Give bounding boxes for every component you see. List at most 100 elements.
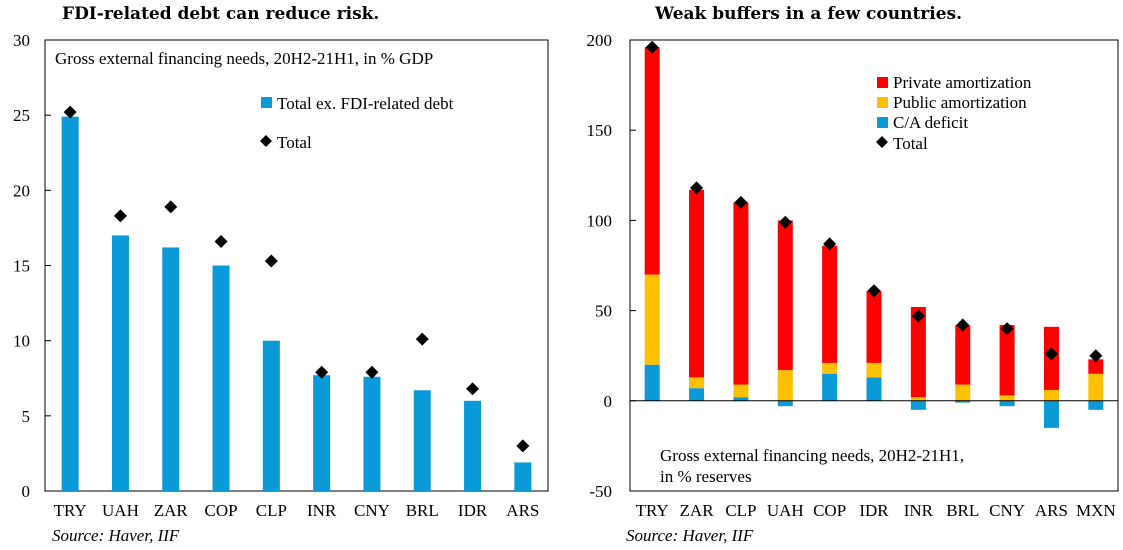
right-y-tick-label: 0 — [604, 392, 613, 411]
left-y-tick-label: 10 — [13, 332, 30, 351]
right-bar-segment — [644, 47, 660, 275]
left-bar — [464, 400, 482, 491]
right-total-marker — [1089, 349, 1103, 363]
right-total-marker — [956, 318, 970, 332]
left-y-tick-label: 0 — [22, 482, 31, 501]
left-legend-swatch — [261, 97, 272, 108]
right-bar-segment — [1043, 389, 1059, 401]
right-bar-segment — [999, 400, 1015, 407]
left-total-marker — [516, 439, 530, 453]
right-total-marker — [823, 237, 837, 251]
left-total-marker — [415, 332, 429, 346]
left-x-tick-label: ZAR — [154, 501, 189, 520]
left-bar — [363, 376, 381, 491]
right-legend-label: Total — [893, 134, 928, 153]
right-bar-segment — [910, 397, 926, 401]
left-y-tick-label: 30 — [13, 31, 30, 50]
left-bar — [514, 462, 532, 491]
left-total-marker — [466, 382, 480, 396]
right-bar-segment — [644, 274, 660, 365]
left-x-tick-label: UAH — [102, 501, 139, 520]
right-bar-segment — [866, 362, 882, 378]
right-bar-segment — [1088, 359, 1104, 374]
right-legend-swatch — [877, 117, 888, 128]
left-bar — [162, 247, 180, 491]
right-legend-label: Private amortization — [893, 73, 1032, 92]
right-chart-annotation-line2: in % reserves — [660, 467, 752, 486]
right-bar-segment — [689, 189, 705, 378]
left-legend-label: Total ex. FDI-related debt — [277, 94, 454, 113]
left-total-marker — [63, 105, 77, 119]
left-bar — [61, 116, 79, 492]
right-bar-segment — [910, 400, 926, 410]
right-chart-source: Source: Haver, IIF — [626, 526, 754, 545]
left-bar — [212, 265, 230, 491]
left-bar — [313, 375, 331, 491]
right-y-tick-label: 100 — [587, 211, 613, 230]
left-x-tick-label: CNY — [354, 501, 390, 520]
left-x-tick-label: TRY — [54, 501, 87, 520]
right-bar-segment — [733, 397, 749, 401]
left-x-tick-label: IDR — [458, 501, 488, 520]
left-x-tick-label: INR — [307, 501, 337, 520]
right-x-tick-label: MXN — [1076, 501, 1116, 520]
right-bar-segment — [999, 325, 1015, 396]
right-total-marker — [734, 195, 748, 209]
right-chart-title: Weak buffers in a few countries. — [654, 4, 962, 24]
right-bar-segment — [999, 395, 1015, 401]
left-legend-marker — [260, 135, 272, 147]
right-bar-segment — [866, 290, 882, 363]
right-total-marker — [1000, 322, 1014, 336]
right-total-marker — [690, 181, 704, 195]
left-chart-plot: 0 5 10 15 20 25 30 TRY UAH ZAR COP CLP INR CNY BRL IDR A… — [13, 31, 549, 520]
right-total-marker — [911, 309, 925, 323]
right-x-tick-label: IDR — [859, 501, 889, 520]
right-bar-segment — [733, 202, 749, 385]
right-plot-frame — [629, 39, 1119, 492]
right-y-tick-label: 200 — [587, 31, 613, 50]
left-y-tick-label: 15 — [13, 257, 30, 276]
left-total-marker — [164, 200, 178, 214]
left-x-tick-label: ARS — [506, 501, 539, 520]
right-bar-segment — [822, 373, 838, 401]
left-total-marker — [315, 365, 329, 379]
right-x-tick-label: COP — [813, 501, 846, 520]
left-y-tick-label: 5 — [22, 407, 31, 426]
left-y-tick-label: 20 — [13, 181, 30, 200]
left-bar — [111, 235, 129, 491]
right-bar-segment — [1043, 400, 1059, 428]
right-bar-segment — [1088, 373, 1104, 401]
right-bar-segment — [955, 400, 971, 403]
left-x-tick-label: COP — [205, 501, 238, 520]
right-chart-annotation-line1: Gross external financing needs, 20H2-21H… — [660, 446, 964, 465]
right-total-marker — [1044, 347, 1058, 361]
right-bar-segment — [777, 370, 793, 401]
right-x-tick-label: INR — [904, 501, 934, 520]
right-legend-label: Public amortization — [893, 93, 1027, 112]
right-bar-segment — [955, 325, 971, 385]
right-x-tick-label: ZAR — [680, 501, 715, 520]
left-bar — [262, 340, 280, 491]
right-bar-segment — [777, 220, 793, 371]
left-legend-label: Total — [277, 133, 312, 152]
right-bar-segment — [955, 384, 971, 401]
right-bar-segment — [733, 384, 749, 398]
right-x-tick-label: BRL — [946, 501, 979, 520]
right-total-marker — [778, 215, 792, 229]
right-chart-plot: -50 0 50 100 150 200 TRY ZAR CLP UAH COP IDR INR BRL C… — [587, 31, 1119, 520]
right-bar-segment — [644, 364, 660, 401]
right-x-tick-label: UAH — [767, 501, 804, 520]
right-bar-segment — [1088, 400, 1104, 410]
left-chart-title: FDI-related debt can reduce risk. — [62, 4, 379, 24]
right-total-marker — [645, 40, 659, 54]
right-bar-segment — [822, 245, 838, 363]
right-y-tick-label: -50 — [589, 482, 612, 501]
left-total-marker — [214, 234, 228, 248]
right-legend-label: C/A deficit — [893, 113, 968, 132]
right-total-marker — [867, 284, 881, 298]
right-bar-segment — [866, 377, 882, 401]
right-x-tick-label: ARS — [1035, 501, 1068, 520]
left-y-tick-label: 25 — [13, 106, 30, 125]
right-bar-segment — [689, 377, 705, 389]
